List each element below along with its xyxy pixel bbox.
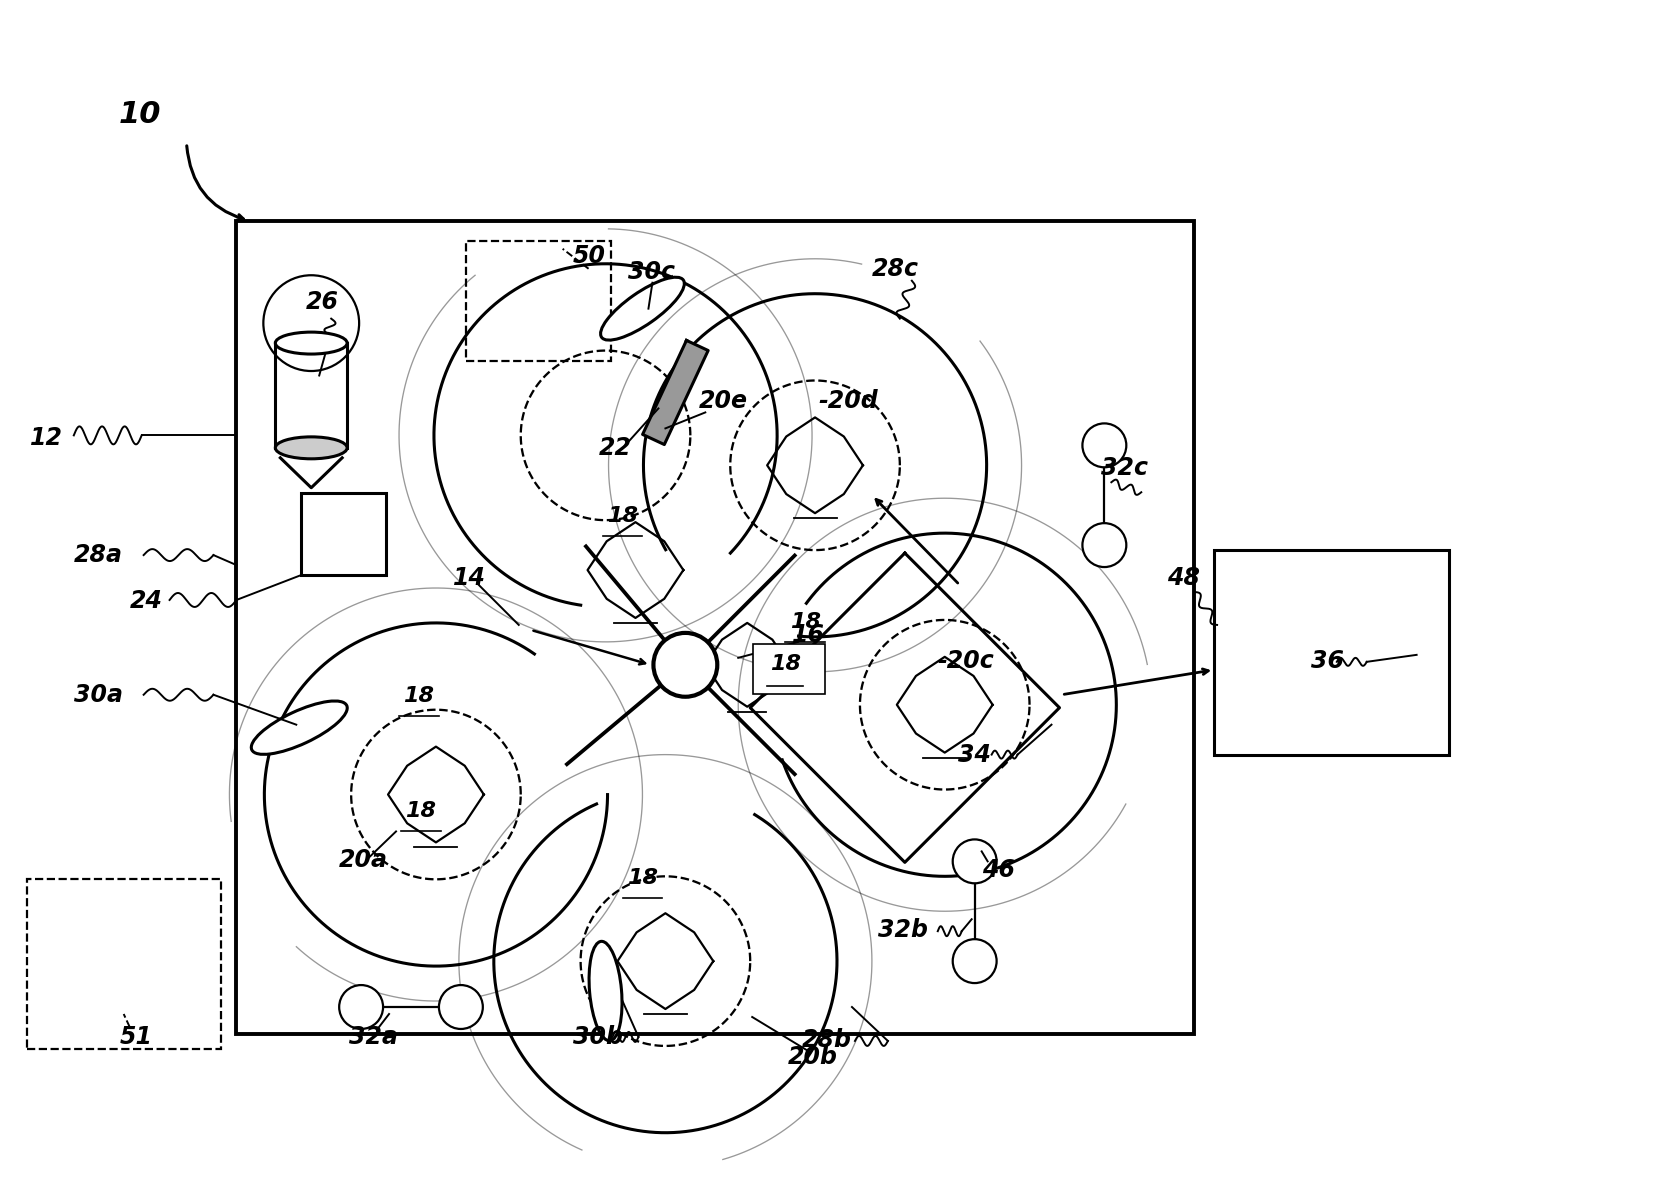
Bar — [752, 644, 824, 694]
Text: -20c: -20c — [938, 649, 995, 673]
Text: 22: 22 — [599, 437, 632, 460]
Text: 46: 46 — [981, 858, 1015, 883]
Ellipse shape — [251, 701, 348, 754]
Circle shape — [953, 839, 997, 884]
Text: 32a: 32a — [349, 1025, 398, 1049]
Polygon shape — [642, 340, 709, 445]
Text: 20e: 20e — [699, 389, 747, 413]
Text: 48: 48 — [1167, 566, 1200, 590]
Text: 12: 12 — [30, 426, 64, 451]
Text: 20a: 20a — [339, 848, 388, 872]
Circle shape — [654, 632, 717, 696]
Circle shape — [1082, 424, 1127, 467]
Bar — [1214, 550, 1448, 755]
Ellipse shape — [276, 437, 348, 459]
Text: 18: 18 — [406, 801, 436, 821]
Text: 34: 34 — [958, 742, 991, 767]
Text: 51: 51 — [120, 1025, 152, 1049]
Ellipse shape — [276, 332, 348, 354]
Text: -20d: -20d — [818, 389, 878, 413]
Bar — [466, 241, 610, 361]
Text: 10: 10 — [119, 100, 161, 129]
Text: 30a: 30a — [74, 683, 122, 707]
Circle shape — [953, 939, 997, 983]
Text: 26: 26 — [306, 289, 339, 314]
Text: 24: 24 — [130, 589, 162, 612]
Text: 14: 14 — [453, 566, 487, 590]
Text: 30b: 30b — [572, 1025, 622, 1049]
Text: 36: 36 — [1311, 649, 1344, 673]
Text: 30c: 30c — [629, 260, 675, 283]
Text: 28a: 28a — [74, 543, 122, 568]
Text: 18: 18 — [627, 868, 659, 889]
Text: 28c: 28c — [871, 257, 920, 281]
Text: 18: 18 — [769, 654, 801, 674]
Circle shape — [1082, 523, 1127, 568]
Bar — [276, 343, 348, 448]
Circle shape — [339, 985, 383, 1029]
Text: 28b: 28b — [803, 1028, 853, 1051]
Bar — [236, 221, 1194, 1034]
Ellipse shape — [589, 942, 622, 1041]
Text: 50: 50 — [572, 244, 605, 268]
Bar — [301, 493, 386, 575]
Ellipse shape — [600, 277, 684, 340]
Text: 32b: 32b — [878, 918, 928, 942]
Bar — [27, 879, 221, 1049]
Text: 32c: 32c — [1102, 457, 1149, 480]
Circle shape — [440, 985, 483, 1029]
Text: 20b: 20b — [788, 1044, 838, 1069]
Text: 18: 18 — [607, 506, 639, 526]
Text: 18: 18 — [403, 686, 435, 706]
Text: 18: 18 — [789, 612, 821, 632]
Text: 16: 16 — [793, 623, 824, 647]
